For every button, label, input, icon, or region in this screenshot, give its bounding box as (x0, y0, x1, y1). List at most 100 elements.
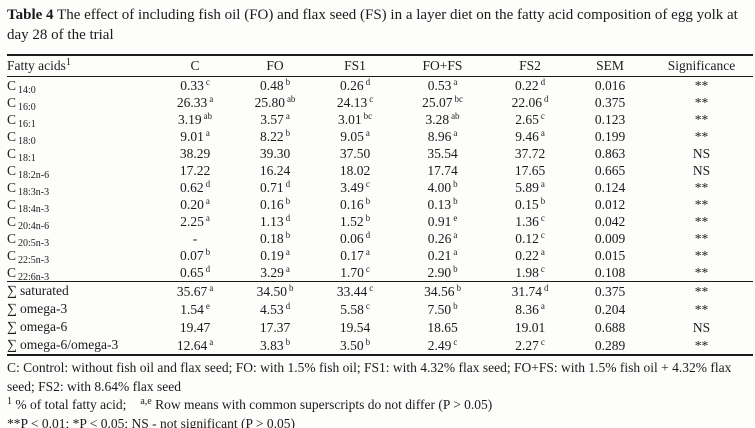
value-cell: 9.01 a (180, 128, 210, 145)
significance-cell: ** (694, 248, 709, 263)
significance-cell: NS (692, 163, 711, 178)
significance-cell: ** (650, 281, 753, 300)
superscript-letter: c (369, 94, 374, 104)
value-cell: 2.65 c (515, 111, 545, 128)
table-row: C 18:2n-6 17.22 16.24 18.02 17.74 17.65 0.665 NS (7, 162, 753, 181)
superscript-letter: d (205, 264, 211, 274)
value-cell: 35.67 a (155, 281, 235, 300)
significance-cell: ** (694, 180, 709, 195)
superscript-letter: c (365, 300, 370, 311)
value-cell: 0.22 a (515, 247, 545, 264)
table-row: C 20:4n-6 2.25 a 1.13 d 1.52 b 0.91 e 1.36 c 0.042 ** (7, 213, 753, 232)
table-row: ∑ saturated 35.67 a 34.50 b 33.44 c 34.56 b 31.74 d… (7, 281, 753, 300)
superscript-letter: d (205, 179, 211, 189)
superscript-letter: d (285, 300, 291, 311)
sem-cell: 0.124 (594, 180, 626, 195)
value-cell: 24.13 c (336, 94, 374, 111)
table-row: C 14:0 0.33 c 0.48 b 0.26 d 0.53 a 0.22 d 0.016 ** (7, 77, 753, 96)
value-cell: 31.74 d (490, 281, 570, 300)
footnote-units-text: % of total fatty acid; (12, 397, 127, 412)
fatty-acid-row-label: C 16:0 (7, 95, 36, 113)
value-cell: 9.46 a (515, 128, 545, 145)
value-cell: 0.07 b (179, 247, 211, 264)
superscript-letter: e (453, 213, 458, 223)
value-cell: 0.48 b (259, 77, 291, 94)
superscript-letter: a (285, 264, 290, 274)
fatty-acid-subscript: 18:4n-3 (18, 204, 50, 215)
table-caption: Table 4 The effect of including fish oil… (7, 5, 748, 45)
header-row: Fatty acids1 C FO FS1 FO+FS FS2 SEM Sign… (7, 55, 753, 77)
superscript-letter: b (365, 213, 371, 223)
sem-cell: 0.009 (594, 231, 626, 246)
value-cell: 0.13 b (427, 196, 458, 213)
sem-cell: 0.863 (594, 146, 626, 161)
value-cell: 3.29 a (260, 264, 290, 281)
table-row: ∑ omega-3 1.54 e 4.53 d 5.58 c 7.50 b 8.36 a 0.204 ** (7, 300, 753, 318)
value-cell: 0.62 d (179, 179, 211, 196)
sem-cell: 0.665 (594, 163, 626, 178)
fatty-acid-subscript: 20:4n-6 (18, 221, 50, 232)
superscript-letter: c (453, 336, 458, 347)
header-col-sem: SEM (570, 55, 650, 77)
significance-cell: ** (694, 231, 709, 246)
superscript-letter: c (540, 230, 545, 240)
value-cell: 1.36 c (515, 213, 545, 230)
table-row: C 22:5n-3 0.07 b 0.19 a 0.17 a 0.21 a 0.22 a 0.015 ** (7, 247, 753, 266)
value-cell: 3.57 a (260, 111, 290, 128)
fatty-acid-subscript: 14:0 (18, 85, 36, 96)
superscript-letter: a (365, 247, 370, 257)
header-fatty-acids-footnote-mark: 1 (65, 57, 71, 68)
sem-cell: 0.016 (594, 78, 626, 93)
value-cell: 17.65 (514, 163, 546, 178)
fatty-acid-row-label: C 18:0 (7, 129, 36, 147)
value-cell: 0.91 e (427, 213, 458, 230)
fatty-acid-row-label: C 18:1 (7, 146, 36, 164)
header-col-fs2: FS2 (490, 55, 570, 77)
value-cell: 34.56 b (395, 281, 490, 300)
fatty-acid-row-label: C 22:6n-3 (7, 265, 50, 283)
superscript-letter: b (285, 230, 291, 240)
superscript-letter: b (365, 196, 371, 206)
significance-cell: NS (692, 319, 711, 335)
superscript-letter: bc (363, 111, 373, 121)
value-cell: 5.58 c (340, 300, 370, 317)
footnote-significance: **P < 0.01; *P < 0.05; NS - not signific… (7, 415, 295, 428)
sem-cell: 0.012 (594, 197, 626, 212)
fatty-acid-subscript: 20:5n-3 (18, 238, 50, 249)
value-cell: 7.50 b (427, 300, 458, 317)
fatty-acid-subscript: 22:6n-3 (18, 272, 50, 283)
sum-icon: ∑ (7, 284, 17, 299)
superscript-letter: a (540, 128, 545, 138)
sum-row-label: ∑ saturated (7, 281, 155, 300)
value-cell: 4.53 d (259, 300, 291, 317)
superscript-letter: a (209, 94, 214, 104)
value-cell: 0.53 a (427, 77, 458, 94)
fatty-acid-subscript: 18:1 (18, 153, 36, 164)
fatty-acid-row-label: C 20:5n-3 (7, 231, 50, 249)
superscript-letter: b (288, 282, 294, 293)
sum-icon: ∑ (7, 302, 17, 317)
superscript-letter: a (209, 282, 214, 293)
value-cell: 17.74 (427, 163, 458, 178)
value-cell: 1.98 c (515, 264, 545, 281)
value-cell: 17.22 (179, 163, 211, 178)
value-cell: 3.50 b (339, 336, 371, 353)
fatty-acid-row-label: C 18:4n-3 (7, 197, 50, 215)
header-col-c: C (155, 55, 235, 77)
value-cell: 0.26 d (339, 77, 371, 94)
fatty-acid-row-label: C 18:2n-6 (7, 163, 50, 181)
value-cell: 4.00 b (427, 179, 458, 196)
superscript-letter: b (285, 196, 291, 206)
value-cell: 8.96 a (427, 128, 458, 145)
superscript-letter: b (456, 282, 461, 293)
sum-row-label: ∑ omega-6/omega-3 (7, 337, 119, 353)
superscript-letter: d (285, 213, 291, 223)
superscript-letter: ab (451, 111, 460, 121)
superscript-letter: c (205, 77, 210, 87)
significance-cell: ** (694, 129, 709, 144)
superscript-letter: d (543, 282, 549, 293)
superscript-letter: e (205, 300, 210, 311)
sem-cell: 0.108 (594, 265, 626, 280)
value-cell: 25.80 ab (254, 94, 296, 111)
